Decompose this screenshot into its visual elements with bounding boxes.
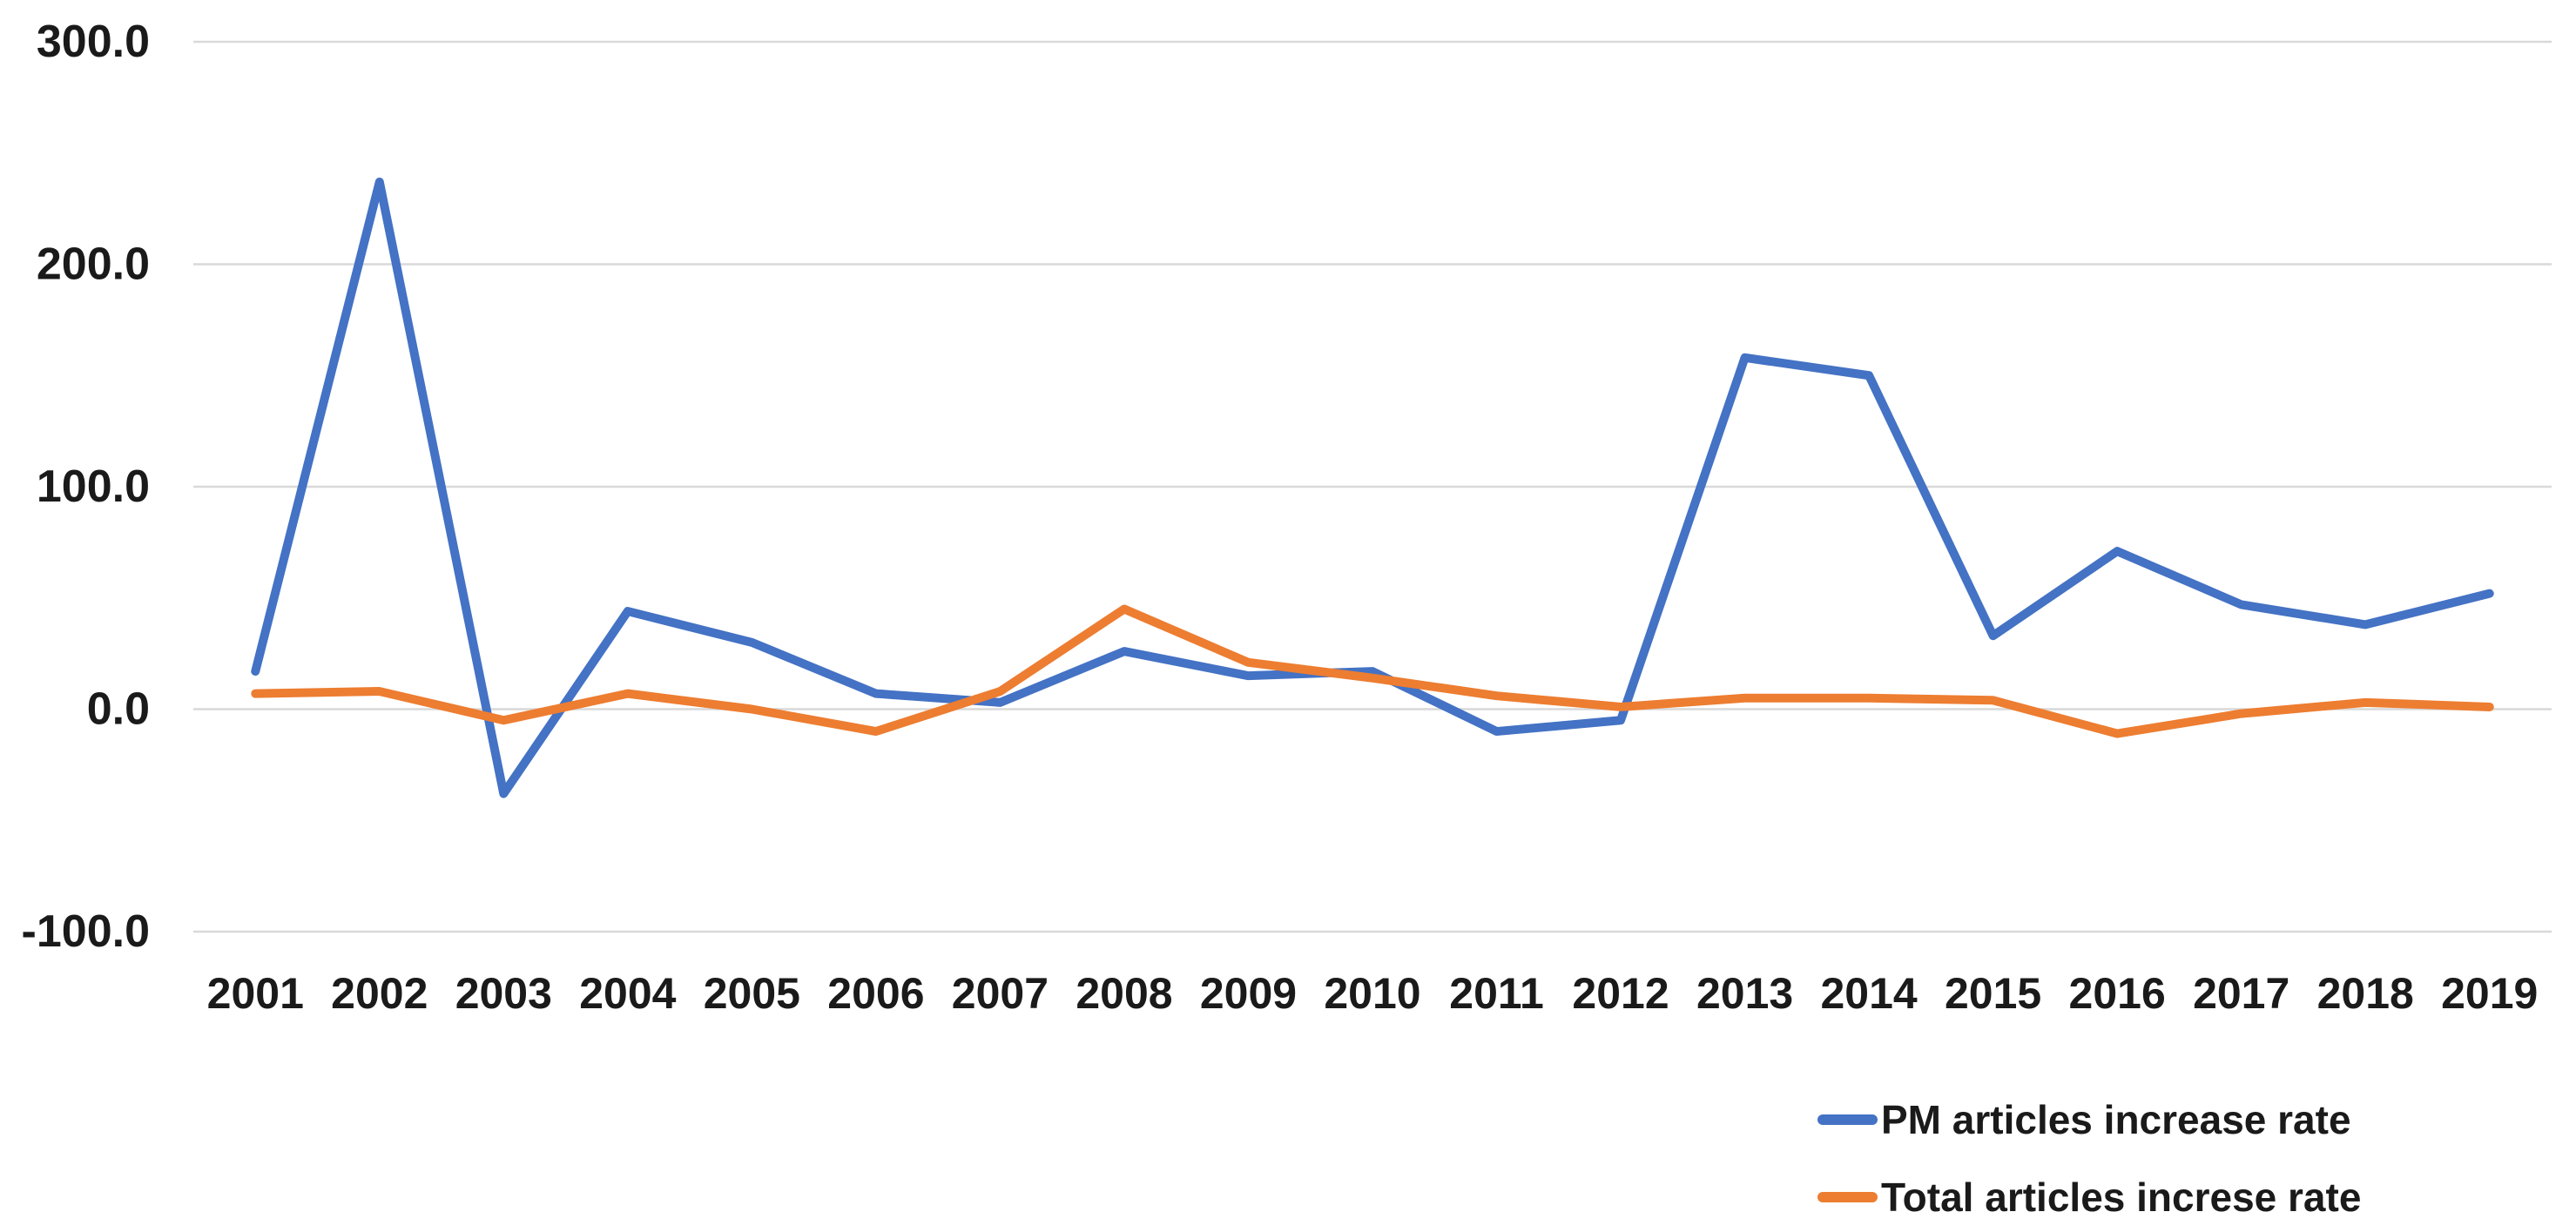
x-axis-tick-label: 2001 [207,969,304,1018]
x-axis-tick-label: 2003 [455,969,552,1018]
x-axis-tick-label: 2002 [331,969,428,1018]
y-axis-labels-group: 300.0 200.0 100.0 0.0 -100.0 [22,17,150,957]
y-axis-tick-label: 200.0 [37,239,150,290]
x-axis-tick-label: 2007 [952,969,1049,1018]
x-axis-tick-label: 2013 [1696,969,1793,1018]
x-axis-tick-label: 2009 [1200,969,1297,1018]
pm-articles-increase-rate-line [251,177,2494,798]
x-axis-tick-label: 2019 [2441,969,2538,1018]
x-axis-labels-group: 2001 2002 2003 2004 2005 2006 2007 2008 2009 2010… [207,969,2539,1018]
y-axis-tick-label: 300.0 [37,17,150,67]
x-axis-tick-label: 2010 [1324,969,1420,1018]
legend-label: PM articles increase rate [1881,1097,2351,1142]
y-axis-tick-label: 0.0 [87,684,150,735]
x-axis-tick-label: 2015 [1945,969,2041,1018]
x-axis-tick-label: 2004 [579,969,676,1018]
x-axis-tick-label: 2012 [1572,969,1669,1018]
x-axis-tick-label: 2006 [827,969,924,1018]
x-axis-tick-label: 2014 [1820,969,1917,1018]
series-lines-group [251,177,2494,798]
total-articles-increse-rate-line [251,604,2494,738]
gridlines-group [193,40,2552,933]
x-axis-tick-label: 2017 [2193,969,2289,1018]
legend-item-total-articles-increse-rate: Total articles increse rate [1817,1175,2361,1220]
x-axis-tick-label: 2005 [704,969,800,1018]
x-axis-tick-label: 2008 [1076,969,1172,1018]
x-axis-tick-label: 2016 [2069,969,2166,1018]
legend-label: Total articles increse rate [1881,1175,2361,1220]
legend-item-pm-articles-increase-rate: PM articles increase rate [1817,1097,2351,1142]
y-axis-tick-label: -100.0 [22,906,150,957]
x-axis-tick-label: 2018 [2317,969,2414,1018]
legend-group: PM articles increase rate Total articles … [1817,1097,2361,1220]
x-axis-tick-label: 2011 [1449,969,1543,1018]
y-axis-tick-label: 100.0 [37,461,150,512]
